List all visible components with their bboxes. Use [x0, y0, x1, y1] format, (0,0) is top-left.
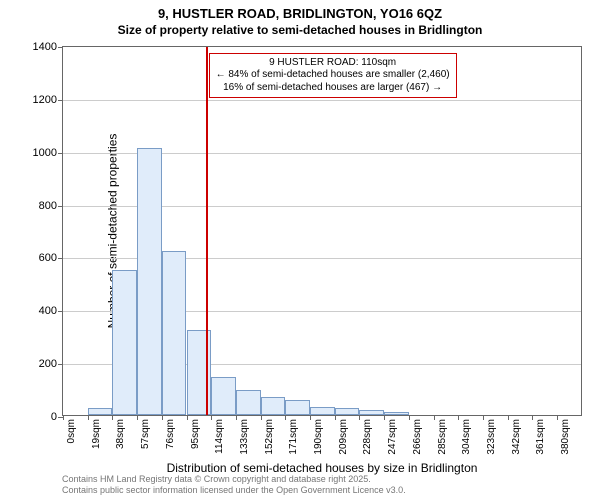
histogram-bar	[162, 251, 187, 415]
xtick-label: 57sqm	[140, 419, 151, 449]
xtick-label: 304sqm	[461, 419, 472, 455]
xtick-label: 114sqm	[214, 419, 225, 454]
ytick-mark	[58, 311, 63, 312]
histogram-bar	[359, 410, 384, 415]
x-axis-label: Distribution of semi-detached houses by …	[167, 461, 478, 475]
xtick-mark	[112, 415, 113, 420]
xtick-mark	[187, 415, 188, 420]
ytick-label: 1200	[33, 94, 57, 106]
xtick-mark	[162, 415, 163, 420]
footer-line-1: Contains HM Land Registry data © Crown c…	[62, 474, 406, 485]
xtick-label: 95sqm	[190, 419, 201, 449]
xtick-mark	[261, 415, 262, 420]
xtick-mark	[532, 415, 533, 420]
ytick-mark	[58, 153, 63, 154]
xtick-label: 247sqm	[387, 419, 398, 455]
histogram-bar	[310, 407, 335, 415]
xtick-mark	[236, 415, 237, 420]
ytick-label: 0	[51, 411, 57, 423]
ytick-mark	[58, 364, 63, 365]
xtick-label: 38sqm	[115, 419, 126, 449]
ytick-label: 600	[39, 252, 57, 264]
chart-footer: Contains HM Land Registry data © Crown c…	[62, 474, 406, 496]
xtick-label: 209sqm	[338, 419, 349, 455]
xtick-mark	[211, 415, 212, 420]
xtick-mark	[137, 415, 138, 420]
xtick-label: 0sqm	[66, 419, 77, 443]
xtick-mark	[63, 415, 64, 420]
histogram-bar	[137, 148, 162, 415]
xtick-mark	[458, 415, 459, 420]
ytick-mark	[58, 258, 63, 259]
histogram-bar	[211, 377, 236, 415]
xtick-mark	[409, 415, 410, 420]
chart-title-block: 9, HUSTLER ROAD, BRIDLINGTON, YO16 6QZ S…	[0, 0, 600, 37]
xtick-mark	[285, 415, 286, 420]
xtick-label: 152sqm	[264, 419, 275, 455]
xtick-label: 285sqm	[437, 419, 448, 455]
chart-title-sub: Size of property relative to semi-detach…	[0, 23, 600, 37]
histogram-bar	[285, 400, 310, 415]
histogram-plot: Number of semi-detached properties Distr…	[62, 46, 582, 416]
ytick-mark	[58, 206, 63, 207]
xtick-mark	[557, 415, 558, 420]
xtick-mark	[483, 415, 484, 420]
xtick-mark	[88, 415, 89, 420]
ytick-label: 1000	[33, 147, 57, 159]
xtick-label: 171sqm	[288, 419, 299, 455]
xtick-mark	[359, 415, 360, 420]
ytick-label: 400	[39, 305, 57, 317]
xtick-label: 19sqm	[91, 419, 102, 449]
xtick-mark	[434, 415, 435, 420]
xtick-mark	[310, 415, 311, 420]
histogram-bar	[88, 408, 113, 415]
xtick-mark	[335, 415, 336, 420]
histogram-bar	[112, 270, 137, 415]
xtick-label: 133sqm	[239, 419, 250, 455]
gridline-h	[63, 100, 581, 101]
xtick-label: 228sqm	[362, 419, 373, 455]
histogram-bar	[261, 397, 286, 416]
annotation-box: 9 HUSTLER ROAD: 110sqm← 84% of semi-deta…	[209, 53, 457, 99]
annotation-line: ← 84% of semi-detached houses are smalle…	[216, 69, 450, 82]
ytick-label: 800	[39, 200, 57, 212]
histogram-bar	[335, 408, 360, 415]
xtick-label: 361sqm	[535, 419, 546, 455]
xtick-label: 323sqm	[486, 419, 497, 455]
xtick-label: 380sqm	[560, 419, 571, 455]
histogram-bar	[236, 390, 261, 415]
chart-title-main: 9, HUSTLER ROAD, BRIDLINGTON, YO16 6QZ	[0, 6, 600, 21]
footer-line-2: Contains public sector information licen…	[62, 485, 406, 496]
annotation-line: 9 HUSTLER ROAD: 110sqm	[216, 57, 450, 70]
ytick-mark	[58, 100, 63, 101]
histogram-bar	[384, 412, 409, 415]
xtick-label: 190sqm	[313, 419, 324, 455]
property-marker-line	[206, 47, 208, 415]
xtick-label: 76sqm	[165, 419, 176, 449]
ytick-label: 200	[39, 358, 57, 370]
ytick-label: 1400	[33, 41, 57, 53]
xtick-mark	[508, 415, 509, 420]
annotation-line: 16% of semi-detached houses are larger (…	[216, 82, 450, 95]
xtick-label: 266sqm	[412, 419, 423, 455]
xtick-label: 342sqm	[511, 419, 522, 455]
xtick-mark	[384, 415, 385, 420]
ytick-mark	[58, 47, 63, 48]
